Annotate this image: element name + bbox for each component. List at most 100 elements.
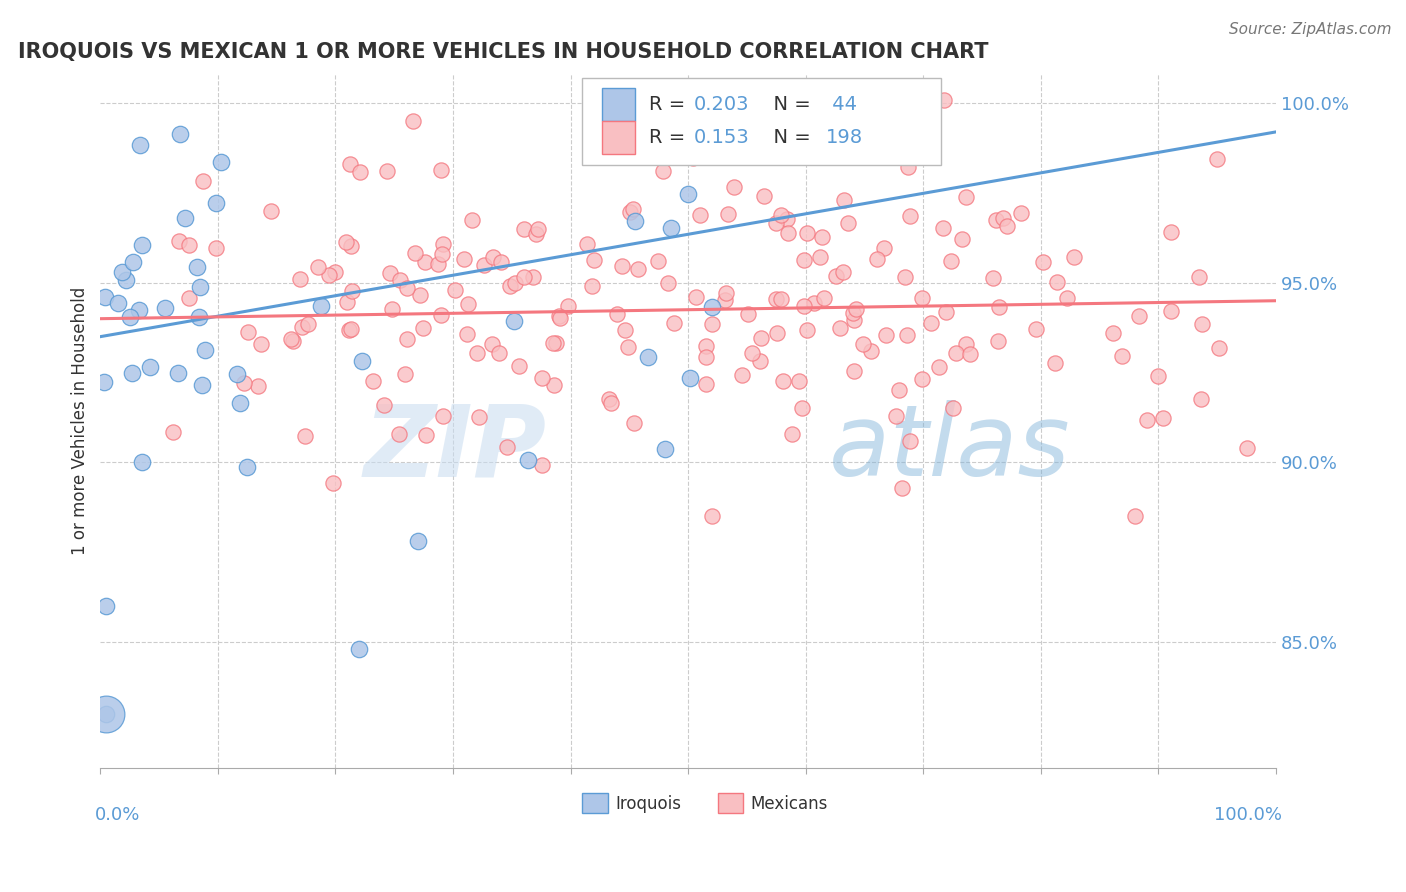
Point: [950, 232, 973, 246]
Point: [128, 137, 150, 152]
Point: [380, 267, 402, 281]
Point: [842, 306, 865, 320]
Point: [226, 368, 249, 382]
Point: [723, 180, 745, 194]
Point: [550, 310, 572, 325]
Point: [689, 208, 711, 222]
Point: [481, 336, 503, 351]
Point: [837, 215, 859, 229]
Point: [236, 459, 259, 474]
Point: [167, 234, 190, 248]
Point: [679, 371, 702, 385]
Point: [955, 190, 977, 204]
Point: [630, 114, 652, 128]
Point: [280, 332, 302, 346]
Point: [582, 253, 605, 268]
FancyBboxPatch shape: [717, 793, 744, 813]
Point: [1025, 322, 1047, 336]
Point: [409, 288, 432, 302]
Point: [581, 279, 603, 293]
Point: [894, 269, 917, 284]
Text: IROQUOIS VS MEXICAN 1 OR MORE VEHICLES IN HOUSEHOLD CORRELATION CHART: IROQUOIS VS MEXICAN 1 OR MORE VEHICLES I…: [18, 42, 988, 62]
Point: [557, 299, 579, 313]
Point: [875, 328, 897, 343]
Point: [541, 336, 564, 351]
Point: [695, 350, 717, 364]
Point: [186, 260, 208, 274]
Point: [772, 374, 794, 388]
Point: [352, 354, 374, 368]
Point: [621, 202, 644, 216]
Point: [780, 427, 803, 442]
Point: [749, 331, 772, 345]
Point: [96, 599, 118, 613]
Text: 0.203: 0.203: [695, 95, 749, 114]
Point: [945, 346, 967, 360]
Point: [1128, 309, 1150, 323]
Point: [934, 93, 956, 107]
Point: [652, 164, 675, 178]
Point: [499, 279, 522, 293]
Point: [465, 346, 488, 360]
Point: [627, 262, 650, 277]
Point: [336, 294, 359, 309]
Point: [389, 273, 412, 287]
Point: [339, 157, 361, 171]
Point: [859, 343, 882, 358]
Point: [770, 292, 793, 306]
Point: [662, 317, 685, 331]
Point: [250, 336, 273, 351]
Point: [205, 241, 228, 255]
Point: [318, 268, 340, 282]
Point: [1208, 342, 1230, 356]
Point: [153, 301, 176, 316]
Point: [121, 255, 143, 269]
Point: [1191, 317, 1213, 331]
Point: [988, 300, 1011, 314]
Point: [259, 203, 281, 218]
Point: [866, 252, 889, 267]
Point: [530, 371, 553, 385]
Point: [430, 247, 453, 261]
Point: [682, 151, 704, 165]
Point: [984, 213, 1007, 227]
Point: [388, 427, 411, 442]
Point: [190, 280, 212, 294]
Point: [576, 237, 599, 252]
Point: [513, 270, 536, 285]
Point: [456, 327, 478, 342]
Point: [427, 257, 450, 271]
Point: [935, 305, 957, 319]
Point: [309, 299, 332, 313]
Point: [765, 216, 787, 230]
Point: [107, 296, 129, 310]
Point: [121, 366, 143, 380]
Text: 0.153: 0.153: [695, 128, 749, 147]
Point: [1206, 153, 1229, 167]
Point: [1032, 255, 1054, 269]
Point: [530, 458, 553, 472]
Point: [659, 220, 682, 235]
Point: [887, 383, 910, 397]
Point: [793, 252, 815, 267]
Point: [432, 409, 454, 423]
Point: [831, 265, 853, 279]
Point: [229, 396, 252, 410]
Point: [613, 322, 636, 336]
Point: [987, 334, 1010, 349]
Point: [430, 308, 453, 322]
Point: [873, 241, 896, 255]
Point: [394, 368, 416, 382]
Point: [1123, 509, 1146, 524]
Point: [1188, 270, 1211, 285]
Text: atlas: atlas: [830, 401, 1071, 498]
FancyBboxPatch shape: [582, 793, 609, 813]
FancyBboxPatch shape: [602, 121, 636, 154]
FancyBboxPatch shape: [582, 78, 941, 164]
Point: [307, 260, 329, 275]
Point: [415, 427, 437, 442]
Point: [942, 401, 965, 416]
Point: [460, 212, 482, 227]
Point: [1102, 326, 1125, 340]
Point: [617, 340, 640, 354]
